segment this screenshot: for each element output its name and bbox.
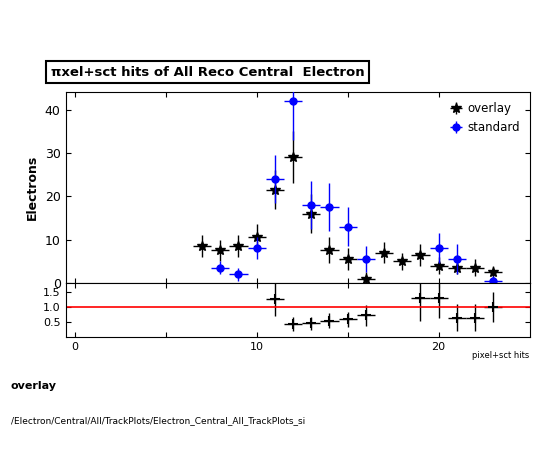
Text: pixel+sct hits: pixel+sct hits bbox=[472, 351, 530, 360]
Y-axis label: Electrons: Electrons bbox=[26, 155, 39, 220]
Legend: overlay, standard: overlay, standard bbox=[445, 98, 524, 137]
Text: /Electron/Central/All/TrackPlots/Electron_Central_All_TrackPlots_si: /Electron/Central/All/TrackPlots/Electro… bbox=[11, 416, 305, 425]
Text: overlay: overlay bbox=[11, 381, 57, 391]
Text: πxel+sct hits of All Reco Central  Electron: πxel+sct hits of All Reco Central Electr… bbox=[51, 66, 364, 79]
